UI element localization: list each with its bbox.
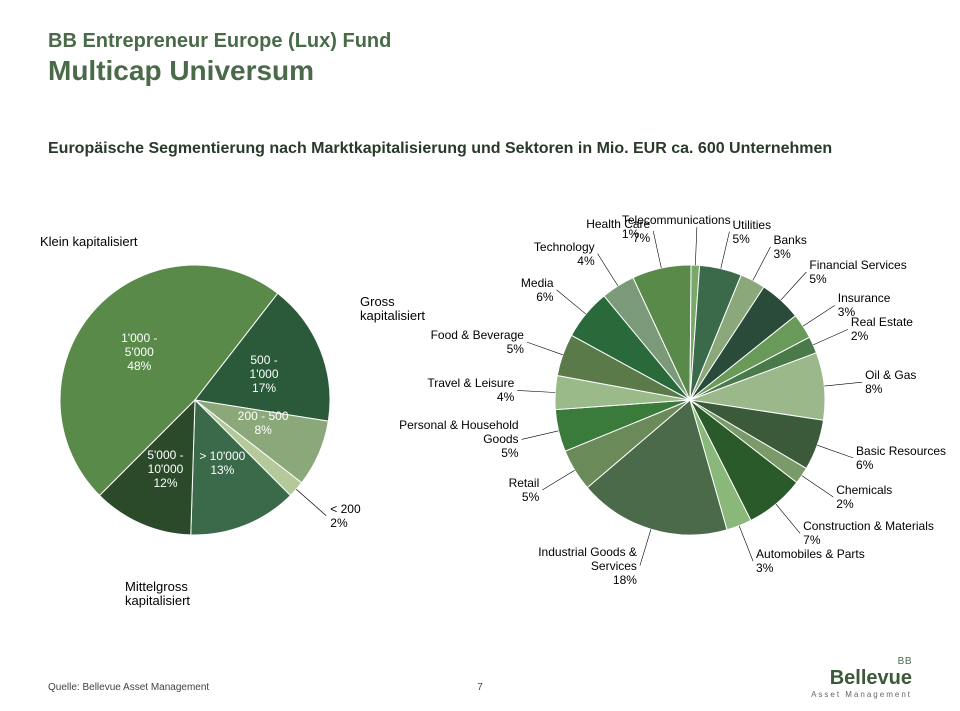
leader-line <box>781 272 807 300</box>
leader-line <box>527 342 563 355</box>
leader-line <box>813 329 848 345</box>
slice-label: Food & Beverage 5% <box>374 328 524 356</box>
leader-line <box>824 382 862 386</box>
group-annotation: Klein kapitalisiert <box>40 235 138 249</box>
leader-line <box>557 290 586 314</box>
slice-label: Media 6% <box>404 276 554 304</box>
slice-label: Oil & Gas 8% <box>865 368 960 396</box>
slice-label: 500 - 1'000 17% <box>224 353 304 395</box>
slice-label: 1'000 - 5'000 48% <box>99 331 179 373</box>
slice-label: Real Estate 2% <box>851 315 960 343</box>
leader-line <box>598 254 618 286</box>
footer-logo: BB Bellevue Asset Management <box>811 656 912 699</box>
slice-label: Retail 5% <box>389 476 539 504</box>
logo-sub: Asset Management <box>811 690 912 699</box>
slice-label: Automobiles & Parts 3% <box>756 547 906 575</box>
slice-label: Basic Resources 6% <box>856 444 960 472</box>
leader-line <box>803 305 835 326</box>
slice-label: Chemicals 2% <box>836 483 960 511</box>
leader-line <box>522 431 559 440</box>
slice-label: < 200 2% <box>330 502 460 530</box>
slice-label: Banks 3% <box>773 233 923 261</box>
slice-label: Financial Services 5% <box>809 258 959 286</box>
footer-source: Quelle: Bellevue Asset Management <box>48 682 209 693</box>
leader-line <box>640 529 651 565</box>
leader-line <box>517 390 555 392</box>
slice-label: Personal & Household Goods 5% <box>369 418 519 460</box>
logo-main: Bellevue <box>811 667 912 690</box>
page-number: 7 <box>477 682 483 693</box>
leader-line <box>739 526 753 561</box>
leader-line <box>753 247 771 281</box>
group-annotation: Mittelgross kapitalisiert <box>125 580 190 608</box>
slice-label: Industrial Goods & Services 18% <box>487 545 637 587</box>
slice-label: Technology 4% <box>445 240 595 268</box>
slice-label: 200 - 500 8% <box>223 409 303 437</box>
slice-label: Travel & Leisure 4% <box>364 376 514 404</box>
leader-line <box>817 445 853 458</box>
leader-line <box>802 476 833 497</box>
slice-label: 5'000 - 10'000 12% <box>126 448 206 490</box>
leader-line <box>542 470 574 490</box>
slice-label: Construction & Materials 7% <box>803 519 953 547</box>
slide: BB Entrepreneur Europe (Lux) Fund Multic… <box>0 0 960 711</box>
leader-line <box>776 504 800 533</box>
logo-bb: BB <box>811 656 912 667</box>
group-annotation: Gross kapitalisiert <box>360 295 425 323</box>
